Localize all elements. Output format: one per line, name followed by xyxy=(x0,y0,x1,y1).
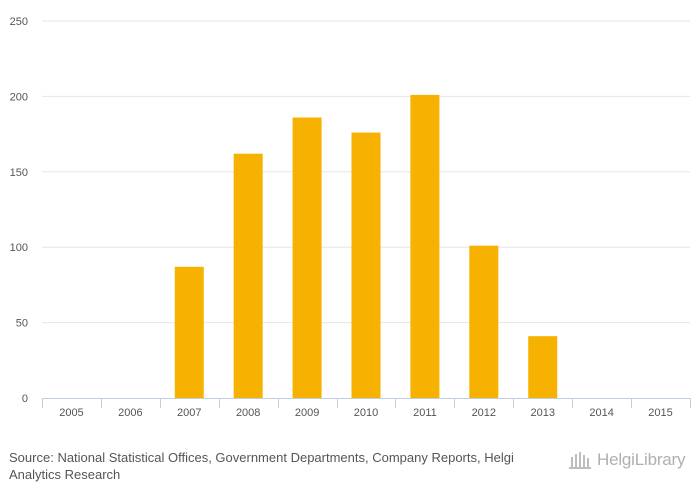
bar-2010[interactable] xyxy=(351,132,381,399)
x-tick-label: 2005 xyxy=(59,407,83,419)
y-tick-label: 100 xyxy=(10,242,28,254)
x-tick-label: 2011 xyxy=(413,407,437,419)
x-tick-label: 2008 xyxy=(236,407,260,419)
bar-2009[interactable] xyxy=(292,117,322,399)
bar-2008[interactable] xyxy=(233,153,263,398)
bars xyxy=(174,94,558,399)
y-tick-label: 0 xyxy=(22,393,28,405)
source-text: National Statistical Offices, Government… xyxy=(9,450,514,482)
x-tick-label: 2010 xyxy=(354,407,378,419)
chart: 0 50 100 150 200 250 2005 2006 2007 2008 2009 2010… xyxy=(10,16,691,419)
source-note: Source: National Statistical Offices, Go… xyxy=(9,449,549,483)
x-axis xyxy=(42,398,691,408)
y-tick-label: 50 xyxy=(16,318,28,330)
x-tick-label: 2013 xyxy=(530,407,554,419)
x-tick-label: 2014 xyxy=(589,407,613,419)
bar-2007[interactable] xyxy=(174,266,204,398)
logo-text: HelgiLibrary xyxy=(597,450,686,469)
y-tick-label: 200 xyxy=(10,91,28,103)
source-prefix: Source: xyxy=(9,450,54,465)
helgi-library-logo: HelgiLibrary xyxy=(568,448,686,472)
y-tick-label: 250 xyxy=(10,16,28,28)
library-building-icon xyxy=(569,452,591,469)
y-tick-label: 150 xyxy=(10,167,28,179)
x-tick-label: 2006 xyxy=(118,407,142,419)
x-axis-tick-labels: 2005 2006 2007 2008 2009 2010 2011 2012 2013 2014… xyxy=(59,407,673,419)
x-tick-label: 2012 xyxy=(472,407,496,419)
bar-2012[interactable] xyxy=(469,245,499,398)
x-tick-label: 2007 xyxy=(177,407,201,419)
x-tick-label: 2015 xyxy=(648,407,672,419)
y-axis-tick-labels: 0 50 100 150 200 250 xyxy=(10,16,28,405)
x-tick-label: 2009 xyxy=(295,407,319,419)
bar-2013[interactable] xyxy=(528,336,558,398)
bar-2011[interactable] xyxy=(410,94,440,398)
